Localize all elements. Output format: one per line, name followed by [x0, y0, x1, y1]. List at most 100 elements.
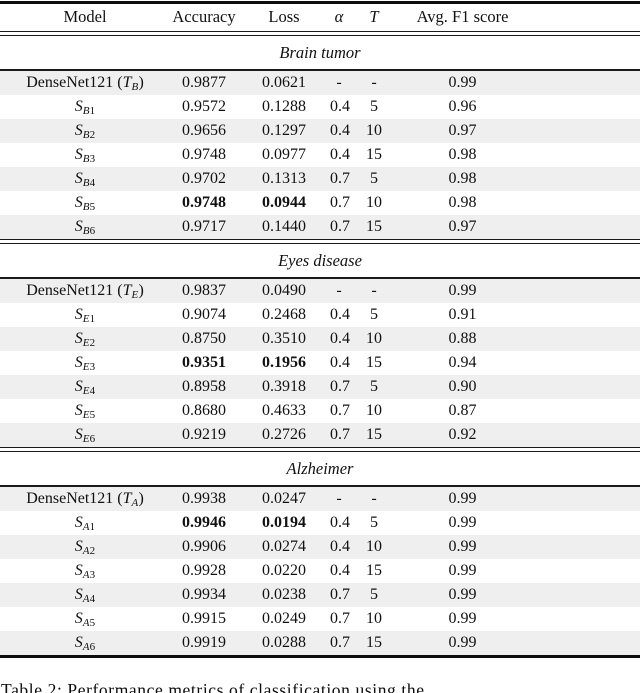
alpha-cell: - — [336, 74, 342, 91]
loss-cell: 0.0944 — [262, 194, 306, 211]
header-bottom-rule — [0, 31, 640, 36]
model-subscript: 6 — [89, 433, 96, 445]
f1-cell: 0.87 — [448, 402, 477, 419]
model-cell: SA3 — [0, 562, 170, 581]
model-subscript: 3 — [89, 361, 96, 373]
loss-cell: 0.1440 — [262, 218, 306, 235]
table-row: DenseNet121 (TA) 0.9938 0.0247 - - 0.99 — [0, 487, 640, 511]
model-cell: SE3 — [0, 354, 170, 373]
temperature-cell: - — [371, 490, 377, 507]
model-cell: SB6 — [0, 218, 170, 237]
temperature-cell: 15 — [366, 562, 382, 579]
accuracy-cell: 0.9938 — [182, 490, 226, 507]
table-top-rule — [0, 1, 640, 4]
model-cell: SB4 — [0, 171, 170, 189]
f1-cell: 0.88 — [448, 330, 477, 347]
alpha-cell: 0.4 — [330, 330, 350, 347]
model-subscript: B — [82, 201, 90, 213]
alpha-cell: 0.7 — [330, 634, 350, 651]
section-rows-brain-tumor: DenseNet121 (TB) 0.9877 0.0621- -0.99 SB1 0.9… — [0, 71, 640, 239]
accuracy-cell: 0.9915 — [182, 610, 226, 627]
table-row: SB1 0.9572 0.1288 0.4 5 0.96 — [0, 95, 640, 119]
section-title-brain-tumor: Brain tumor — [279, 42, 361, 62]
accuracy-cell: 0.9928 — [182, 562, 226, 579]
model-subscript: B — [131, 81, 139, 93]
alpha-cell: 0.7 — [330, 426, 350, 443]
loss-cell: 0.2726 — [262, 426, 306, 443]
loss-cell: 0.0621 — [262, 74, 306, 91]
table-row: SE6 0.9219 0.2726 0.7 15 0.92 — [0, 423, 640, 447]
model-subscript: B — [82, 105, 90, 117]
model-text: S — [74, 354, 83, 371]
table-row: SB6 0.9717 0.1440 0.7 15 0.97 — [0, 215, 640, 239]
model-subscript: E — [82, 385, 90, 397]
accuracy-cell: 0.9074 — [182, 306, 226, 323]
section-rows-eyes-disease: DenseNet121 (TE) 0.9837 0.0490- -0.99 SE1 0.9… — [0, 279, 640, 447]
f1-cell: 0.92 — [448, 426, 477, 443]
model-text: S — [74, 146, 83, 163]
model-text: S — [74, 194, 83, 211]
accuracy-cell: 0.9906 — [182, 538, 226, 555]
table-row: SB2 0.9656 0.1297 0.4 10 0.97 — [0, 119, 640, 143]
alpha-cell: 0.4 — [330, 514, 350, 531]
model-cell: DenseNet121 (TA) — [0, 490, 170, 509]
f1-cell: 0.99 — [448, 562, 477, 579]
header-cell-f1: Avg. F1 score — [416, 7, 509, 27]
model-text: S — [74, 122, 83, 139]
model-cell: SB5 — [0, 194, 170, 213]
section-divider-rule — [0, 447, 640, 452]
section-rule — [0, 277, 640, 279]
model-subscript: E — [82, 433, 90, 445]
alpha-cell: 0.7 — [330, 170, 350, 187]
model-text: DenseNet121 ( — [26, 490, 123, 507]
accuracy-cell: 0.9837 — [182, 282, 226, 299]
loss-cell: 0.2468 — [262, 306, 306, 323]
f1-cell: 0.99 — [448, 490, 477, 507]
table-row: SB3 0.9748 0.0977 0.4 15 0.98 — [0, 143, 640, 167]
model-cell: SA1 — [0, 514, 170, 533]
model-cell: SB1 — [0, 98, 170, 117]
temperature-cell: 15 — [366, 354, 382, 371]
header-cell-accuracy: Accuracy — [172, 7, 236, 27]
model-text: T — [122, 74, 132, 91]
table-row: SA5 0.9915 0.0249 0.7 10 0.99 — [0, 607, 640, 631]
model-text: S — [74, 538, 83, 555]
header-cell-temperature: T — [369, 7, 379, 27]
loss-cell: 0.1313 — [262, 170, 306, 187]
table-row: SA1 0.9946 0.0194 0.4 5 0.99 — [0, 511, 640, 535]
model-text: S — [74, 514, 83, 531]
accuracy-cell: 0.9702 — [182, 170, 226, 187]
model-subscript: E — [82, 313, 90, 325]
accuracy-cell: 0.9919 — [182, 634, 226, 651]
accuracy-cell: 0.9748 — [182, 146, 226, 163]
loss-cell: 0.3918 — [262, 378, 306, 395]
alpha-cell: - — [336, 490, 342, 507]
model-subscript: A — [82, 617, 90, 629]
model-cell: SE5 — [0, 403, 170, 421]
temperature-cell: 5 — [370, 170, 378, 187]
f1-cell: 0.99 — [448, 586, 477, 603]
model-text: S — [74, 98, 83, 115]
model-text: ) — [138, 490, 144, 507]
model-subscript: A — [82, 641, 90, 653]
temperature-cell: 10 — [366, 610, 382, 627]
model-text: S — [74, 562, 83, 579]
alpha-cell: 0.4 — [330, 538, 350, 555]
loss-cell: 0.1288 — [262, 98, 306, 115]
model-subscript: E — [82, 361, 90, 373]
f1-cell: 0.99 — [448, 634, 477, 651]
f1-cell: 0.99 — [448, 514, 477, 531]
temperature-cell: - — [371, 74, 377, 91]
model-cell: DenseNet121 (TE) — [0, 282, 170, 301]
model-text: S — [74, 218, 83, 235]
alpha-cell: 0.7 — [330, 586, 350, 603]
table-row: SA6 0.9919 0.0288 0.7 15 0.99 — [0, 631, 640, 655]
accuracy-cell: 0.9934 — [182, 586, 226, 603]
model-text: T — [122, 282, 132, 299]
f1-cell: 0.99 — [448, 610, 477, 627]
model-subscript: 2 — [89, 337, 96, 349]
model-subscript: 2 — [89, 129, 96, 141]
loss-cell: 0.0288 — [262, 634, 306, 651]
accuracy-cell: 0.8680 — [182, 402, 226, 419]
